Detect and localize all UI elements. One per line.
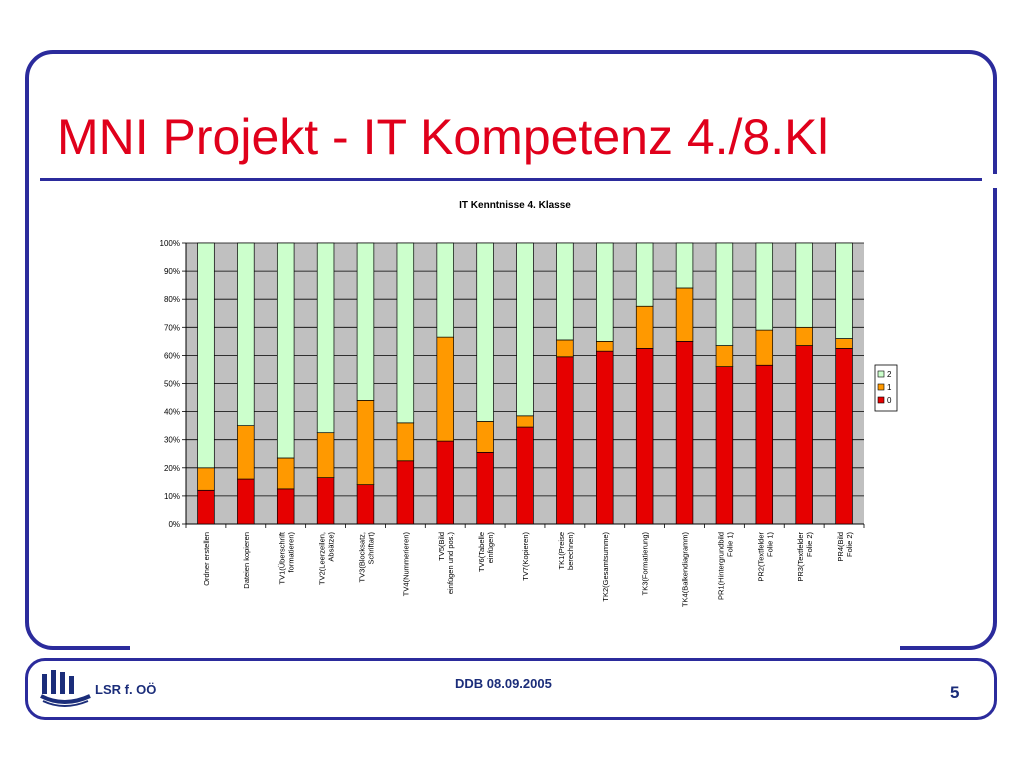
- x-category-label: TK1(Preiseberechnen): [557, 532, 575, 570]
- footer-frame: [25, 658, 997, 720]
- x-category-label: TV4(Nummerieren): [401, 532, 410, 597]
- bar-segment-series-2: [396, 242, 415, 424]
- y-tick-label: 60%: [164, 351, 180, 360]
- x-category-label: TK3(Formatierung): [641, 532, 650, 596]
- bar-segment-series-2: [795, 242, 813, 328]
- bar-segment-series-2: [197, 242, 215, 469]
- bar-segment-series-2: [596, 242, 614, 342]
- x-category-label: TK4(Balkendiagramm): [681, 532, 690, 608]
- frame-gap-right: [940, 174, 1000, 188]
- bar-segment-series-0: [635, 348, 654, 525]
- bar-segment-series-2: [316, 242, 335, 434]
- legend-swatch-1: [877, 383, 885, 391]
- bar-segment-series-2: [835, 242, 853, 339]
- x-category-label: Dateien kopieren: [242, 532, 251, 589]
- x-category-label: TV1(Überschriftformatieren): [278, 531, 296, 584]
- bar-segment-series-0: [316, 477, 335, 525]
- legend-swatch-0: [877, 396, 885, 404]
- bar-segment-series-1: [715, 345, 734, 367]
- bar-segment-series-0: [276, 488, 295, 525]
- y-tick-label: 20%: [164, 464, 180, 473]
- x-category-label: PR3(TextfelderFolie 2): [796, 532, 814, 582]
- bar-segment-series-1: [596, 341, 614, 352]
- bar-segment-series-0: [755, 364, 774, 525]
- bar-segment-series-1: [396, 422, 415, 462]
- y-tick-label: 50%: [164, 380, 180, 389]
- legend-label-1: 1: [887, 383, 892, 392]
- x-category-label: Ordner erstellen: [202, 532, 211, 586]
- bar-segment-series-1: [237, 425, 255, 480]
- bar-segment-series-2: [356, 242, 375, 401]
- bar-segment-series-1: [276, 457, 295, 490]
- bar-segment-series-1: [516, 415, 534, 428]
- bar-segment-series-0: [237, 478, 255, 525]
- legend-swatch-2: [877, 370, 885, 378]
- bar-segment-series-2: [556, 242, 574, 341]
- y-tick-label: 70%: [164, 323, 180, 332]
- x-category-label: PR2(TextfelderFolie 1): [756, 532, 774, 582]
- lsr-logo-icon: [40, 668, 92, 708]
- bar-segment-series-2: [755, 242, 774, 331]
- bar-segment-series-2: [715, 242, 734, 346]
- legend-label-2: 2: [887, 370, 892, 379]
- bar-segment-series-0: [675, 341, 694, 525]
- y-tick-label: 80%: [164, 295, 180, 304]
- bar-segment-series-0: [556, 356, 574, 525]
- x-category-label: TK2(Gesamtsumme): [601, 532, 610, 602]
- bar-segment-series-0: [396, 460, 415, 525]
- bar-segment-series-1: [197, 467, 215, 491]
- x-category-label: PR4(BildFolie 2): [836, 532, 854, 562]
- bar-segment-series-0: [197, 489, 215, 525]
- bar-segment-series-1: [755, 329, 774, 366]
- footer-organization: LSR f. OÖ: [95, 682, 157, 697]
- bar-segment-series-2: [237, 242, 255, 426]
- bar-segment-series-1: [795, 326, 813, 346]
- page-number: 5: [950, 683, 960, 702]
- bar-segment-series-1: [316, 432, 335, 478]
- x-category-label: TV2(Leerzeilen,Absätze): [318, 532, 336, 585]
- bar-segment-series-1: [436, 336, 454, 442]
- y-tick-label: 100%: [160, 239, 180, 248]
- bar-segment-series-1: [635, 305, 654, 349]
- x-category-label: TV7(Kopieren): [521, 532, 530, 581]
- bar-segment-series-1: [675, 287, 694, 342]
- bar-segment-series-0: [476, 451, 494, 525]
- stacked-bar-chart: IT Kenntnisse 4. Klasse 0% 10% 20% 30% 40% 50%…: [160, 200, 898, 608]
- bar-segment-series-1: [835, 338, 853, 349]
- slide-title: MNI Projekt - IT Kompetenz 4./8.Kl: [57, 109, 829, 165]
- bar-segment-series-2: [436, 242, 454, 338]
- y-tick-label: 90%: [164, 267, 180, 276]
- bar-segment-series-0: [356, 484, 375, 525]
- bar-segment-series-0: [835, 348, 853, 525]
- bar-segment-series-0: [795, 345, 813, 525]
- y-tick-label: 30%: [164, 436, 180, 445]
- bar-segment-series-2: [476, 242, 494, 422]
- y-tick-label: 10%: [164, 492, 180, 501]
- title-underline: [40, 178, 982, 181]
- y-tick-label: 40%: [164, 408, 180, 417]
- bar-segment-series-0: [596, 350, 614, 525]
- bar-segment-series-1: [556, 339, 574, 358]
- chart-container: IT Kenntnisse 4. Klasse 0% 10% 20% 30% 40% 50%…: [130, 184, 900, 654]
- x-category-label: TV5(Bildeinfügen und pos.): [437, 532, 455, 595]
- legend-label-0: 0: [887, 396, 892, 405]
- x-category-label: PR1(HintergrundbildFolie 1): [716, 532, 734, 600]
- footer-date: DDB 08.09.2005: [455, 676, 552, 691]
- bar-segment-series-2: [675, 242, 694, 289]
- bar-segment-series-1: [356, 400, 375, 486]
- bar-segment-series-0: [516, 426, 534, 525]
- bar-segment-series-1: [476, 421, 494, 453]
- frame-gap-left: [40, 174, 80, 188]
- y-tick-label: 0%: [168, 520, 180, 529]
- bar-segment-series-2: [276, 242, 295, 459]
- bar-segment-series-0: [436, 440, 454, 525]
- bar-segment-series-0: [715, 366, 734, 525]
- x-category-label: TV3(Blocksatz,Schriftart): [357, 532, 375, 583]
- x-category-label: TV6(Tabelleeinfügen): [477, 532, 495, 573]
- chart-title: IT Kenntnisse 4. Klasse: [459, 200, 571, 211]
- bar-segment-series-2: [635, 242, 654, 307]
- bar-segment-series-2: [516, 242, 534, 417]
